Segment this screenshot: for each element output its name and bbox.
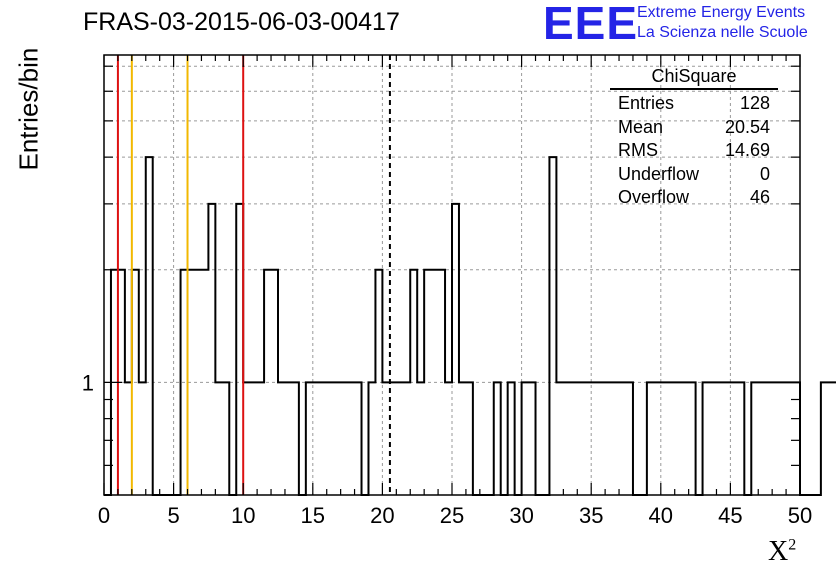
y-tick-label: 1 bbox=[82, 370, 94, 395]
stats-row-mean: Mean 20.54 bbox=[610, 116, 778, 140]
stats-value: 0 bbox=[759, 163, 770, 184]
eee-logo: EEE Extreme Energy Events La Scienza nel… bbox=[543, 0, 833, 49]
x-tick-label: 40 bbox=[649, 503, 673, 528]
stats-value: 14.69 bbox=[724, 140, 770, 160]
stats-value: 46 bbox=[749, 187, 770, 207]
eee-logo-mark: EEE bbox=[543, 0, 639, 49]
logo-subtitle-line1: Extreme Energy Events bbox=[637, 4, 806, 21]
x-tick-label: 0 bbox=[98, 503, 110, 528]
stats-label: RMS bbox=[618, 140, 658, 160]
x-tick-label: 45 bbox=[718, 503, 742, 528]
stats-value: 128 bbox=[739, 93, 770, 113]
x-tick-label: 20 bbox=[370, 503, 394, 528]
x-tick-label: 15 bbox=[301, 503, 325, 528]
stats-box: ChiSquare Entries 128 Mean 20.54 RMS 14.… bbox=[610, 66, 778, 210]
x-axis-label: X2 bbox=[768, 536, 796, 568]
chart-title: FRAS-03-2015-06-03-00417 bbox=[83, 8, 400, 36]
axis-ticks bbox=[103, 55, 801, 495]
stats-label: Overflow bbox=[618, 187, 690, 207]
x-tick-label: 10 bbox=[231, 503, 255, 528]
histogram-outline bbox=[104, 156, 836, 496]
x-tick-label: 30 bbox=[509, 503, 533, 528]
stats-label: Mean bbox=[618, 116, 664, 137]
reference-lines bbox=[116, 55, 391, 495]
x-tick-label: 5 bbox=[167, 503, 179, 528]
x-tick-label: 35 bbox=[579, 503, 603, 528]
stats-label: Underflow bbox=[618, 163, 700, 184]
x-axis-label-base: X bbox=[768, 536, 789, 567]
stats-value: 20.54 bbox=[724, 116, 770, 137]
x-axis-label-superscript: 2 bbox=[788, 536, 797, 554]
stats-row-overflow: Overflow 46 bbox=[610, 186, 778, 210]
stats-label: Entries bbox=[618, 93, 675, 113]
stats-row-underflow: Underflow 0 bbox=[610, 163, 778, 187]
axis-tick-labels: 0 5 10 15 20 25 30 35 40 45 50 1 bbox=[82, 370, 812, 528]
stats-row-rms: RMS 14.69 bbox=[610, 139, 778, 163]
x-tick-label: 50 bbox=[788, 503, 812, 528]
x-tick-label: 25 bbox=[440, 503, 464, 528]
stats-row-entries: Entries 128 bbox=[610, 92, 778, 116]
stats-title: ChiSquare bbox=[610, 66, 778, 90]
histogram-bins bbox=[104, 156, 836, 496]
logo-subtitle-line2: La Scienza nelle Scuole bbox=[637, 24, 808, 41]
y-axis-label: Entries/bin bbox=[13, 47, 44, 171]
